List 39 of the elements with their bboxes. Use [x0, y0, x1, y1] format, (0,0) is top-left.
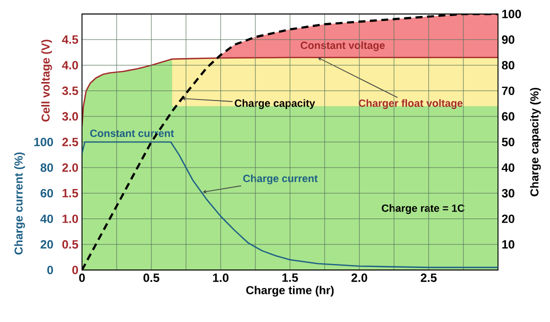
y-tick-label: 4.5 [62, 35, 78, 44]
annotation: Charge capacity [234, 99, 316, 110]
x-tick-label: 1.0 [213, 274, 228, 282]
y2-tick-label: 40 [502, 163, 514, 172]
y2-tick-label: 90 [502, 35, 514, 44]
y-tick-label: 3.5 [62, 86, 78, 96]
y3-axis-title: Charge current (%) [14, 152, 25, 255]
x-tick-label: 0.5 [143, 274, 160, 282]
y2-tick-label: 50 [502, 138, 514, 146]
y3-tick-label: 80 [40, 163, 53, 172]
y3-tick-label: 60 [40, 188, 53, 198]
y-tick-label: 1.0 [62, 214, 78, 224]
x-tick-label: 0 [79, 274, 85, 282]
y2-tick-label: 20 [502, 214, 514, 224]
y3-tick-label: 100 [34, 138, 53, 146]
y3-tick-label: 20 [40, 240, 53, 249]
y-tick-label: 0 [72, 266, 78, 274]
x-axis-title: Charge time (hr) [246, 286, 334, 297]
y-axis-title: Cell voltage (V) [41, 40, 52, 122]
y2-axis-title: Charge capacity (%) [530, 88, 541, 196]
y2-tick-label: 100 [502, 10, 521, 18]
line-series [82, 141, 498, 268]
y-tick-label: 4.0 [62, 60, 78, 70]
y2-tick-label: 30 [502, 188, 514, 198]
x-tick-label: 2.0 [351, 274, 368, 282]
y-tick-label: 2.5 [62, 138, 78, 146]
y2-tick-label: 10 [502, 240, 514, 249]
x-tick-label: 1.5 [282, 274, 298, 282]
y-tick-label: 0.5 [62, 240, 78, 249]
y-tick-label: 1.5 [62, 189, 78, 198]
y2-tick-label: 60 [502, 112, 514, 121]
y-tick-label: 2.0 [62, 163, 78, 172]
y2-tick-label: 80 [502, 60, 514, 70]
x-tick-label: 2.5 [420, 274, 437, 282]
y3-tick-label: 40 [40, 214, 53, 224]
y3-tick-label: 0 [47, 266, 53, 274]
y2-tick-label: 70 [502, 86, 514, 96]
y-tick-label: 3.0 [62, 112, 78, 121]
annotation: Charge rate = 1C [382, 204, 465, 214]
